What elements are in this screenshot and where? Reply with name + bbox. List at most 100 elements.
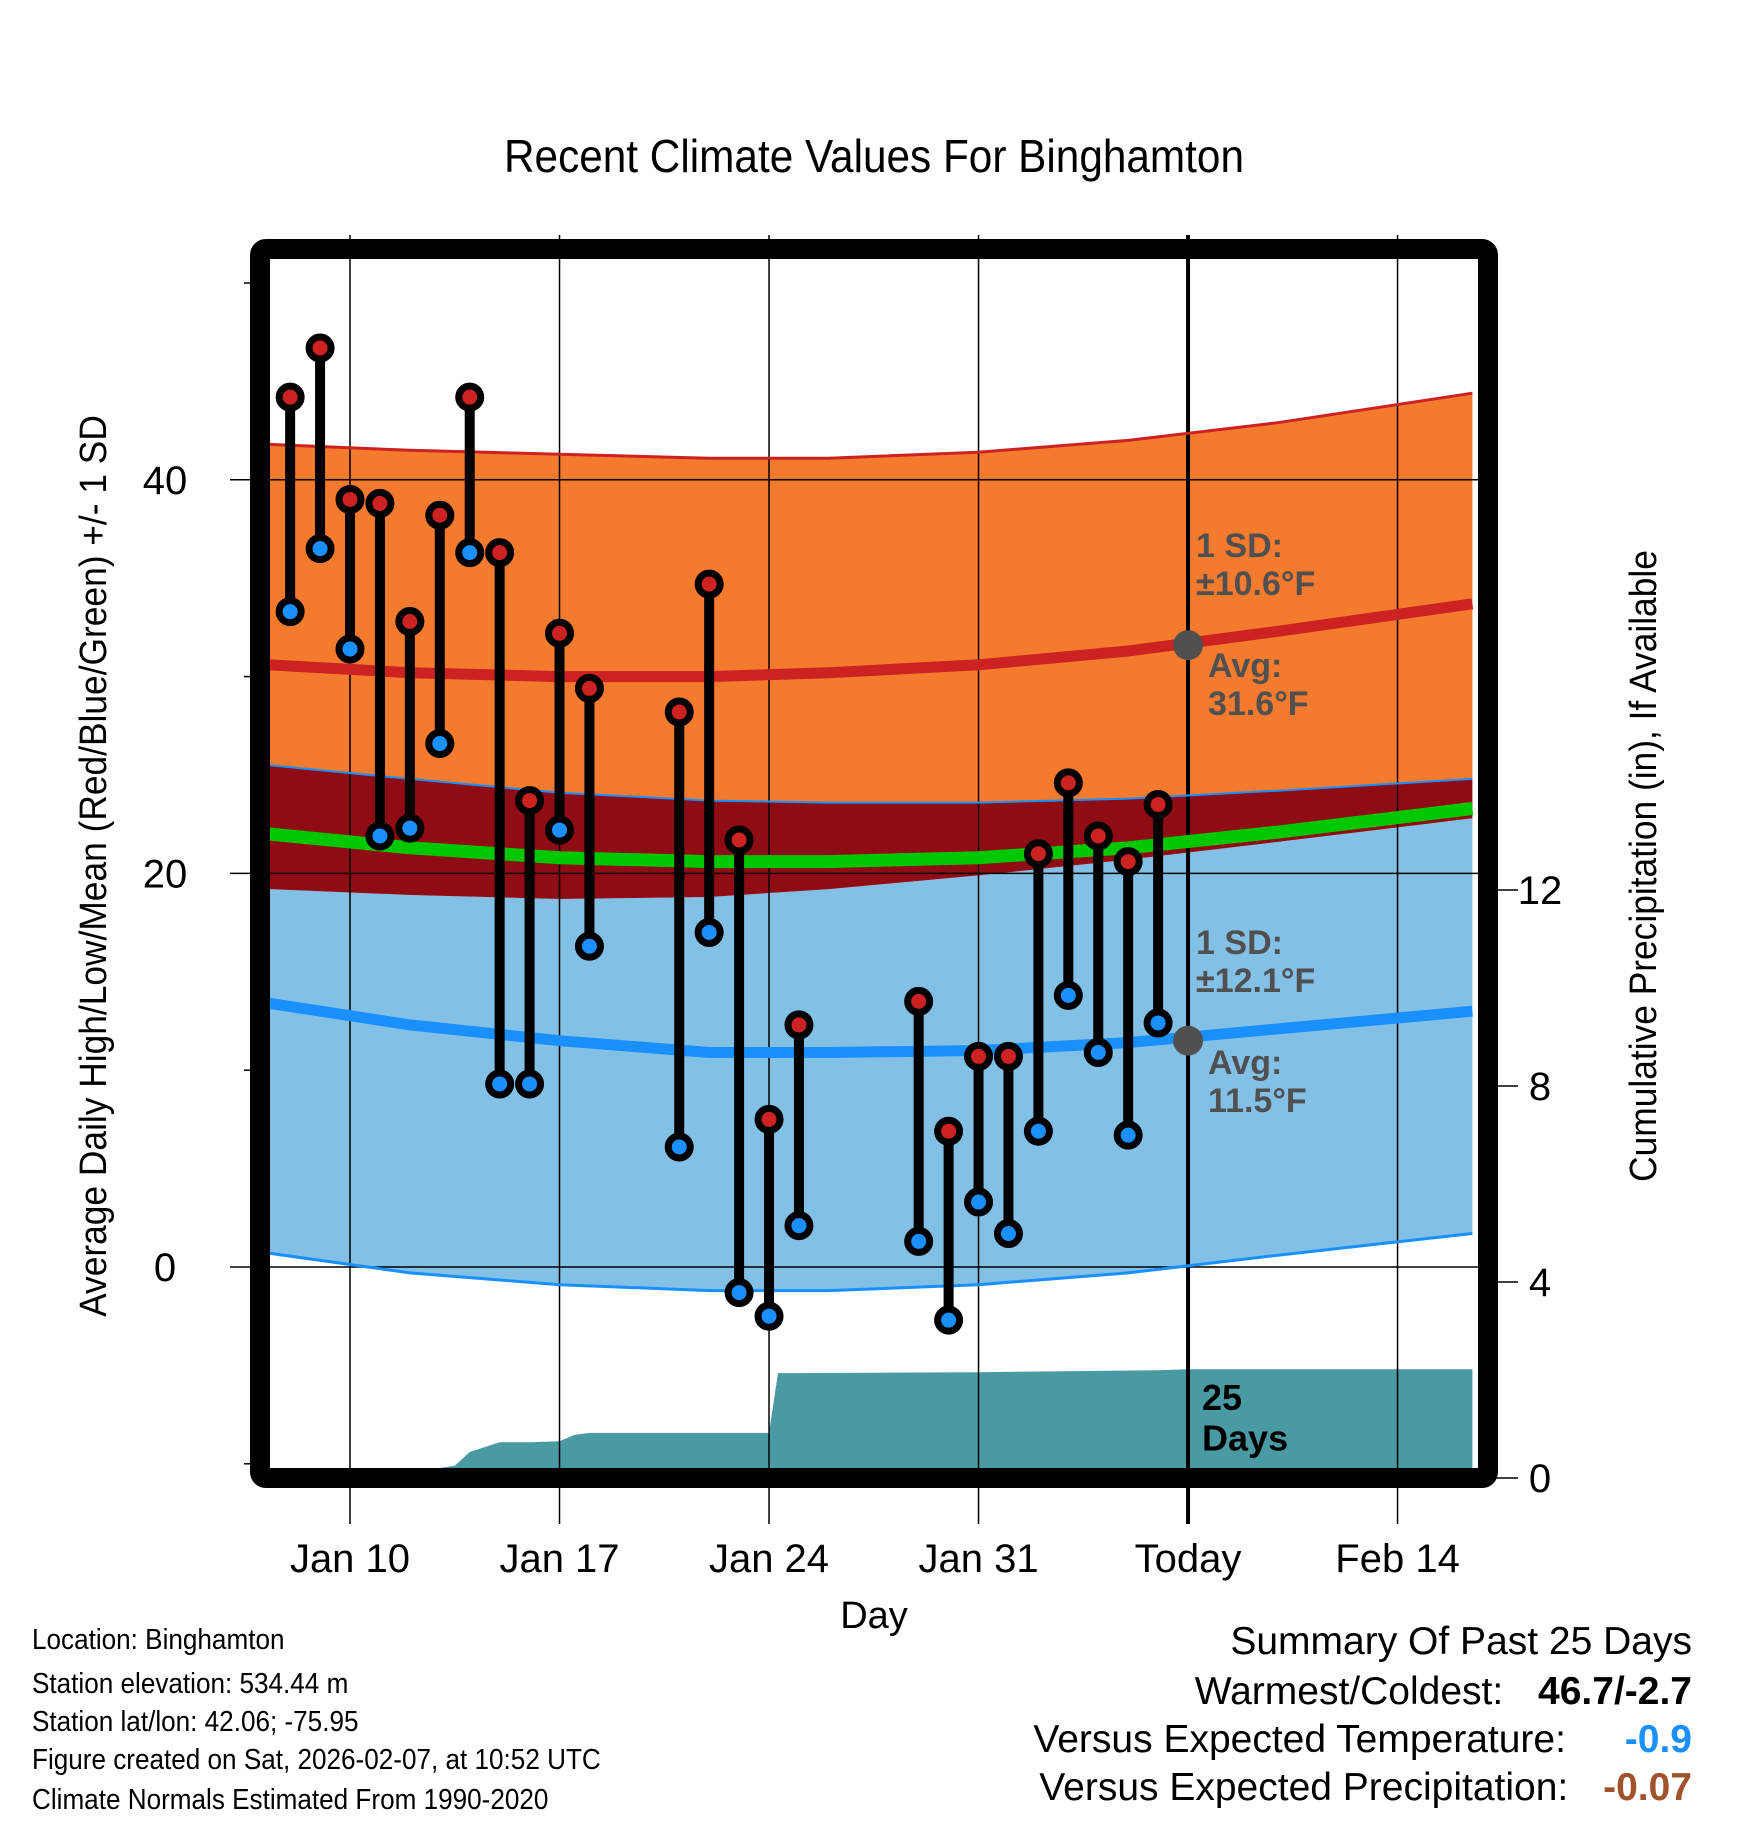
chart-title: Recent Climate Values For Binghamton: [504, 131, 1244, 182]
low-avg-label: Avg: 11.5°F: [1208, 1044, 1307, 1120]
day-observation: [1053, 768, 1083, 1010]
annotations: 1 SD: ±10.6°F Avg: 31.6°F 1 SD: ±12.1°F Avg: 11…: [1173, 527, 1315, 1458]
high-avg-label-line: Avg:: [1208, 647, 1282, 685]
day-observation: [365, 488, 395, 851]
low-marker: [964, 1187, 994, 1217]
low-marker: [574, 931, 604, 961]
high-marker: [395, 606, 425, 636]
day-observation: [275, 382, 305, 627]
low-marker: [664, 1132, 694, 1162]
precip-cumulative-area: [439, 1369, 1473, 1468]
summary-precip-departure: Versus Expected Precipitation: -0.07: [1039, 1766, 1692, 1810]
low-marker: [545, 815, 575, 845]
y2-tick-label: 0: [1529, 1457, 1551, 1501]
x-tick-label: Jan 10: [290, 1537, 410, 1581]
y2-tick-label: 12: [1518, 869, 1563, 913]
high-marker: [664, 697, 694, 727]
warmest-coldest-label: Warmest/Coldest:: [1194, 1670, 1504, 1713]
high-marker: [425, 500, 455, 530]
low-sd-label-line: ±12.1°F: [1196, 962, 1315, 1000]
plot-border: [250, 239, 1498, 1488]
low-marker: [365, 821, 395, 851]
low-marker: [724, 1278, 754, 1308]
day-observation: [485, 538, 515, 1099]
today-high-avg-dot: [1173, 630, 1204, 661]
high-marker: [694, 569, 724, 599]
day-observation: [1143, 790, 1173, 1038]
day-observation: [664, 697, 694, 1162]
y2-axis-label: Cumulative Precipitation (in), If Availa…: [1622, 550, 1664, 1182]
high-marker: [964, 1041, 994, 1071]
high-marker: [335, 484, 365, 514]
days-count-label: 25 Days: [1202, 1377, 1288, 1458]
grid-lines: [230, 235, 1478, 1524]
normal-lines: [270, 391, 1474, 1293]
day-observation: [305, 333, 335, 564]
high-plus-sd-line: [270, 391, 1473, 460]
plot-frame: [250, 239, 1498, 1488]
high-marker: [904, 986, 934, 1016]
day-observation: [425, 500, 455, 759]
temp-departure-label: Versus Expected Temperature:: [1033, 1718, 1566, 1761]
y-tick-label: 0: [154, 1246, 176, 1290]
info-normals: Climate Normals Estimated From 1990-2020: [32, 1784, 549, 1816]
day-observation: [455, 382, 485, 568]
low-marker: [754, 1301, 784, 1331]
normal-bands: [270, 393, 1473, 1291]
low-marker: [485, 1069, 515, 1099]
low-marker: [425, 729, 455, 759]
day-observation: [574, 673, 604, 961]
low-marker: [694, 917, 724, 947]
axes: 0 20 40 0 4 8 12 Jan 10 Jan 17 Jan 24 Jan 31 Today F…: [143, 282, 1563, 1581]
high-marker: [784, 1010, 814, 1040]
low-avg-label-line: 11.5°F: [1208, 1082, 1307, 1120]
summary-title: Summary Of Past 25 Days: [1230, 1620, 1692, 1663]
x-tick-label: Today: [1135, 1537, 1242, 1581]
high-marker: [455, 382, 485, 412]
high-marker: [754, 1104, 784, 1134]
day-observation: [964, 1041, 994, 1217]
high-avg-label-line: 31.6°F: [1208, 685, 1309, 723]
day-observation: [993, 1041, 1023, 1249]
high-marker: [1053, 768, 1083, 798]
info-created: Figure created on Sat, 2026-02-07, at 10…: [32, 1744, 601, 1776]
summary-warmest-coldest: Warmest/Coldest: 46.7/-2.7: [1195, 1670, 1692, 1714]
y-axis-label: Average Daily High/Low/Mean (Red/Blue/Gr…: [72, 415, 114, 1317]
day-observation: [395, 606, 425, 843]
precip-departure-value: -0.07: [1603, 1766, 1692, 1809]
high-marker: [1083, 821, 1113, 851]
high-sd-band: [270, 393, 1473, 803]
high-marker: [1023, 839, 1053, 869]
high-marker: [275, 382, 305, 412]
low-sd-label: 1 SD: ±12.1°F: [1196, 924, 1315, 1000]
high-marker: [305, 333, 335, 363]
low-marker: [934, 1305, 964, 1335]
low-marker: [1023, 1116, 1053, 1146]
day-observation: [754, 1104, 784, 1331]
day-observation: [694, 569, 724, 947]
low-marker: [784, 1211, 814, 1241]
low-marker: [395, 813, 425, 843]
low-marker: [1113, 1120, 1143, 1150]
warmest-coldest-value: 46.7/-2.7: [1538, 1670, 1692, 1713]
overlap-band: [270, 765, 1473, 899]
y-tick-label: 20: [143, 852, 188, 896]
low-marker: [305, 534, 335, 564]
high-sd-label: 1 SD: ±10.6°F: [1196, 527, 1315, 603]
high-marker: [1143, 790, 1173, 820]
day-observation: [1113, 847, 1143, 1150]
high-marker: [934, 1116, 964, 1146]
high-minus-sd-line: [270, 764, 1473, 804]
day-observation: [1083, 821, 1113, 1067]
x-tick-label: Jan 24: [709, 1537, 829, 1581]
summary-temp-departure: Versus Expected Temperature: -0.9: [1033, 1718, 1692, 1762]
high-marker: [365, 488, 395, 518]
y2-tick-label: 4: [1529, 1261, 1551, 1305]
high-marker: [485, 538, 515, 568]
day-observation: [784, 1010, 814, 1241]
high-marker: [1113, 847, 1143, 877]
x-tick-label: Jan 31: [918, 1537, 1038, 1581]
precipitation-area: [439, 1369, 1473, 1468]
low-marker: [455, 538, 485, 568]
